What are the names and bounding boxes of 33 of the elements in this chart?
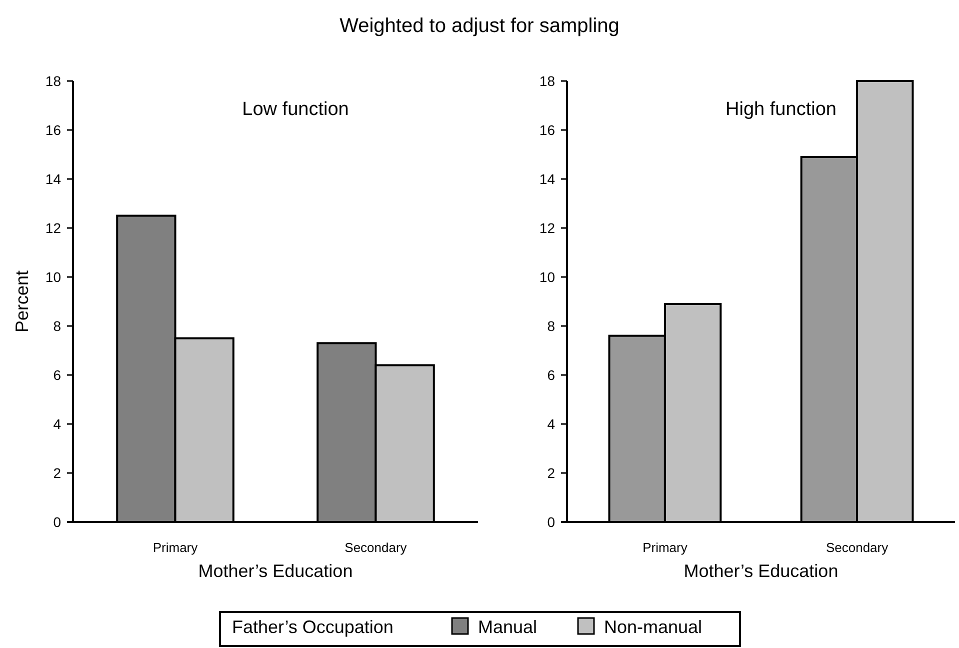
y-tick-label: 0: [547, 514, 556, 530]
y-tick-label: 6: [547, 366, 556, 383]
y-tick-label: 8: [547, 318, 556, 334]
y-tick-label: 10: [539, 268, 556, 285]
x-axis-title: Mother’s Education: [684, 561, 838, 581]
y-tick-label: 14: [539, 170, 556, 187]
y-tick-label: 0: [53, 514, 62, 530]
x-tick-label: Primary: [152, 540, 198, 555]
text: High function: [726, 99, 836, 120]
y-tick-label: 4: [547, 416, 556, 432]
x-tick-label: Secondary: [826, 540, 889, 555]
y-tick-label: 12: [45, 220, 62, 236]
y-tick-label: 18: [539, 72, 556, 89]
y-tick-label: 16: [539, 122, 556, 138]
x-tick-label: Secondary: [344, 540, 408, 555]
y-tick-label: 12: [539, 220, 556, 236]
legend-label: Manual: [478, 617, 538, 637]
y-tick-label: 4: [53, 416, 62, 432]
legend-title: Father’s Occupation: [232, 617, 394, 637]
legend-label: Non-manual: [604, 617, 702, 637]
y-tick-label: 2: [547, 464, 556, 481]
chart-title: Weighted to adjust for sampling: [340, 15, 620, 37]
y-axis-title: Percent: [12, 270, 32, 333]
y-tick-label: 10: [45, 268, 62, 285]
y-tick-label: 16: [45, 122, 62, 138]
y-tick-label: 18: [45, 72, 62, 89]
x-axis-title: Mother’s Education: [198, 561, 353, 581]
y-tick-label: 8: [53, 318, 62, 334]
y-tick-label: 2: [53, 464, 62, 481]
y-tick-label: 6: [53, 366, 62, 383]
x-tick-label: Primary: [642, 540, 688, 555]
text: Low function: [242, 99, 349, 120]
y-tick-label: 14: [45, 170, 62, 187]
